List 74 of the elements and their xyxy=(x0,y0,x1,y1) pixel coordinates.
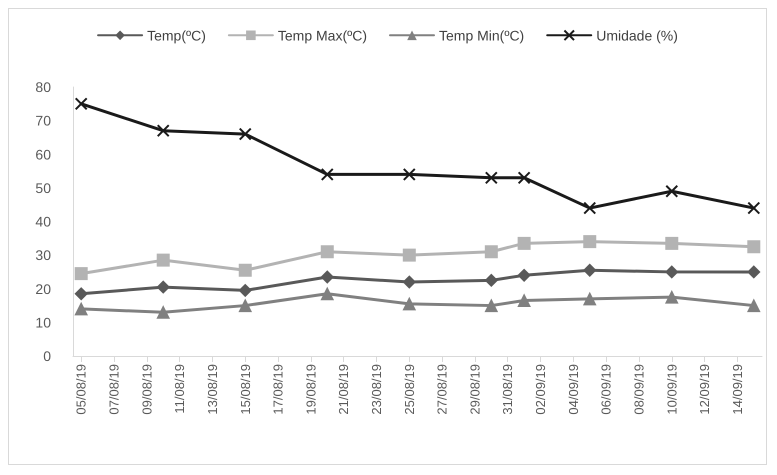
x-tick-label: 07/08/19 xyxy=(106,364,122,415)
y-tick-label: 70 xyxy=(35,112,52,129)
point xyxy=(402,276,416,289)
point xyxy=(320,287,334,300)
x-tick-label: 17/08/19 xyxy=(270,364,286,415)
y-tick-label: 10 xyxy=(35,314,52,330)
point xyxy=(238,264,252,277)
point xyxy=(747,202,760,215)
point xyxy=(747,240,760,254)
point xyxy=(74,302,88,316)
y-tick-label: 80 xyxy=(35,79,52,95)
x-tick-label: 13/08/19 xyxy=(204,364,220,415)
legend-label: Temp Min(ºC) xyxy=(438,27,524,44)
point xyxy=(320,245,334,258)
x-tick-label: 29/08/19 xyxy=(467,364,482,415)
legend-label: Umidade (%) xyxy=(596,27,678,44)
x-tick-label: 12/09/19 xyxy=(697,364,712,415)
y-tick-label: 40 xyxy=(35,214,52,230)
point xyxy=(156,306,170,319)
x-tick-label: 27/08/19 xyxy=(434,364,450,415)
point xyxy=(747,299,760,312)
point xyxy=(484,274,498,287)
point xyxy=(156,280,170,294)
y-tick-label: 20 xyxy=(35,280,52,297)
point xyxy=(402,297,416,310)
point xyxy=(518,268,531,282)
point xyxy=(74,267,88,280)
x-tick-label: 23/08/19 xyxy=(368,364,384,415)
point xyxy=(665,265,678,278)
point xyxy=(583,264,596,277)
point xyxy=(665,184,678,198)
x-tick-label: 02/09/19 xyxy=(533,364,548,415)
x-tick-label: 11/08/19 xyxy=(172,364,188,414)
x-tick-label: 09/08/19 xyxy=(139,364,154,415)
point xyxy=(583,292,596,306)
point xyxy=(583,235,596,248)
x-tick-label: 04/09/19 xyxy=(566,364,581,415)
point xyxy=(518,171,531,184)
point xyxy=(583,202,596,215)
x-tick-label: 15/08/19 xyxy=(238,364,253,415)
point xyxy=(484,299,498,312)
point xyxy=(518,294,531,308)
point xyxy=(320,270,334,284)
point xyxy=(238,284,252,297)
point xyxy=(238,299,252,312)
x-tick-label: 08/09/19 xyxy=(631,364,646,415)
point xyxy=(518,236,531,250)
point xyxy=(74,287,88,300)
y-tick-label: 60 xyxy=(35,146,52,162)
point xyxy=(747,265,760,278)
point xyxy=(156,254,170,267)
x-tick-label: 06/09/19 xyxy=(598,364,614,415)
point xyxy=(665,236,678,250)
y-tick-label: 30 xyxy=(35,247,52,264)
point xyxy=(320,168,334,181)
point xyxy=(484,245,498,258)
point xyxy=(238,128,252,141)
x-tick-label: 19/08/19 xyxy=(303,364,318,415)
x-tick-label: 21/08/19 xyxy=(336,364,352,415)
point xyxy=(665,290,678,304)
x-tick-label: 25/08/19 xyxy=(402,364,417,415)
point xyxy=(484,171,498,184)
y-tick-label: 0 xyxy=(43,348,52,364)
point xyxy=(402,168,416,181)
point xyxy=(402,248,416,262)
x-tick-label: 05/08/19 xyxy=(74,364,89,415)
y-tick-label: 50 xyxy=(35,180,52,196)
legend-label: Temp(ºC) xyxy=(147,27,206,44)
legend-label: Temp Max(ºC) xyxy=(278,27,367,44)
point xyxy=(156,124,170,138)
x-tick-label: 10/09/19 xyxy=(664,364,680,415)
x-tick-label: 31/08/19 xyxy=(500,364,516,415)
point xyxy=(74,97,88,110)
x-tick-label: 14/09/19 xyxy=(730,364,745,415)
